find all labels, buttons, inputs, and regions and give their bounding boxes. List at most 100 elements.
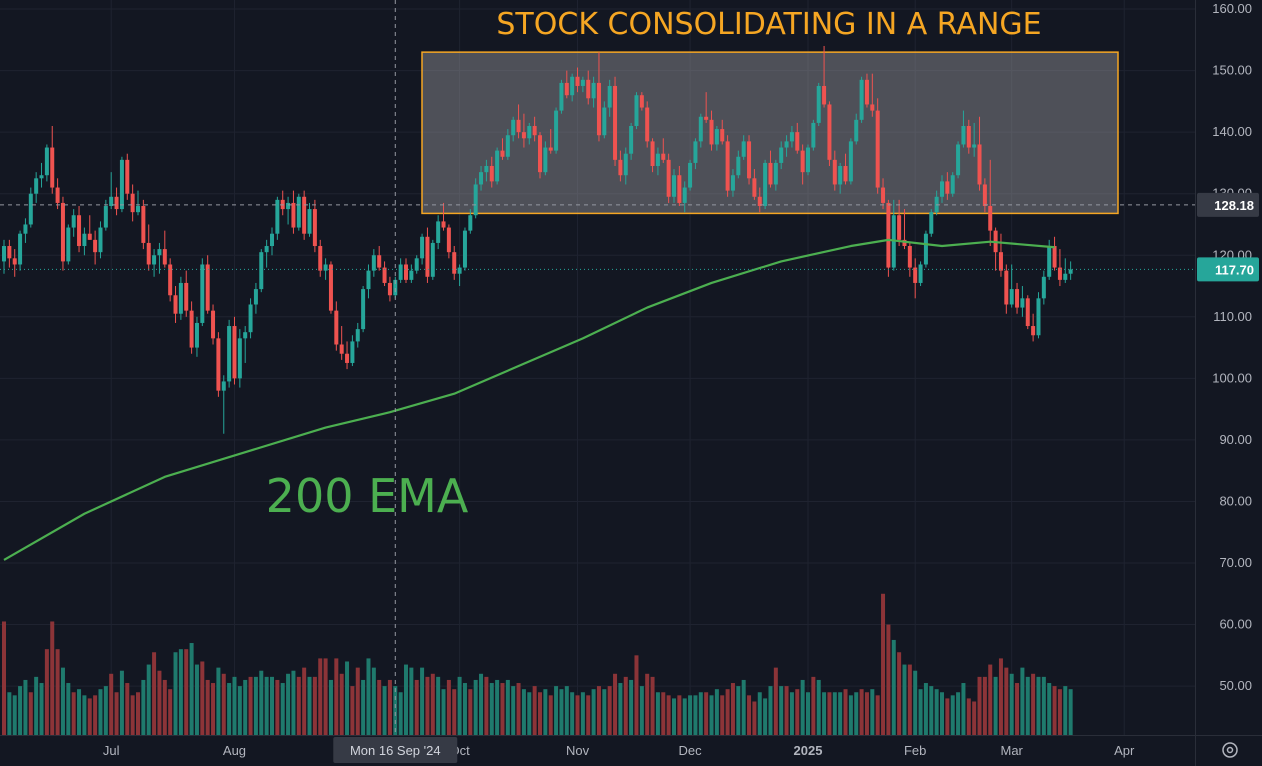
candle-body — [2, 246, 6, 262]
time-tick-label: Nov — [566, 743, 590, 758]
volume-bar — [409, 667, 414, 735]
candle-body — [902, 239, 907, 247]
volume-bar — [366, 658, 371, 735]
volume-bar — [982, 676, 987, 735]
candle-body — [859, 79, 864, 120]
volume-bar — [870, 689, 875, 735]
candle-body — [618, 159, 623, 176]
candle-body — [843, 166, 848, 182]
candle-body — [956, 144, 961, 176]
volume-bar — [162, 679, 167, 735]
candle-body — [243, 332, 248, 339]
candle-body — [286, 202, 291, 210]
volume-bar — [323, 658, 328, 735]
price-tick-label: 150.00 — [1212, 63, 1252, 78]
volume-bar — [23, 679, 28, 735]
candle-body — [870, 104, 875, 111]
volume-bar — [1025, 676, 1030, 735]
volume-bar — [650, 676, 655, 735]
price-tick-label: 70.00 — [1219, 555, 1252, 570]
candle-body — [436, 221, 441, 243]
candle-body — [1004, 270, 1009, 305]
gear-inner-icon — [1226, 746, 1234, 754]
candle-body — [114, 196, 119, 210]
candle-body — [505, 135, 510, 157]
candle-body — [430, 242, 435, 277]
range-rectangle — [421, 51, 1119, 215]
candle-body — [162, 249, 167, 265]
volume-bar — [532, 686, 537, 735]
volume-bar — [264, 676, 269, 735]
candle-body — [655, 153, 660, 167]
settings-gear-icon[interactable] — [1222, 742, 1238, 758]
candle-body — [806, 147, 810, 173]
volume-bar — [763, 698, 768, 735]
candle-body — [854, 119, 859, 142]
volume-bar — [227, 683, 232, 735]
candle-body — [907, 246, 912, 268]
volume-bar — [795, 689, 800, 735]
time-tick-label: Dec — [679, 743, 703, 758]
volume-bar — [500, 683, 505, 735]
candle-body — [998, 252, 1003, 271]
candle-body — [795, 132, 800, 151]
volume-bar — [827, 692, 832, 735]
volume-bar — [173, 652, 178, 735]
volume-bar — [848, 695, 853, 735]
crosshair-price-label: 128.18 — [1214, 198, 1254, 213]
price-tick-label: 60.00 — [1219, 617, 1252, 632]
candle-body — [302, 196, 307, 234]
volume-bar — [1036, 676, 1041, 735]
volume-bar — [521, 689, 526, 735]
candle-body — [763, 162, 768, 207]
volume-bar — [270, 676, 274, 735]
candle-body — [178, 282, 183, 314]
candle-body — [495, 150, 500, 182]
volume-bar — [178, 649, 183, 735]
volume-bar — [891, 639, 896, 735]
candle-body — [688, 162, 693, 188]
volume-bar — [382, 686, 387, 735]
volume-bar — [1047, 683, 1052, 735]
volume-bar — [387, 679, 392, 735]
volume-bar — [548, 695, 553, 735]
volume-bar — [666, 695, 671, 735]
volume-bar — [634, 655, 639, 735]
volume-bar — [1020, 667, 1025, 735]
volume-bar — [103, 686, 108, 735]
candle-body — [130, 193, 135, 213]
candle-body — [811, 122, 816, 148]
candle-body — [211, 310, 216, 339]
candle-body — [221, 381, 226, 391]
volume-bar — [940, 692, 944, 735]
candle-body — [479, 172, 484, 185]
volume-bar — [1052, 686, 1057, 735]
candle-body — [414, 258, 419, 271]
candle-body — [650, 141, 655, 167]
volume-bar — [307, 676, 312, 735]
volume-bar — [730, 683, 735, 735]
volume-bar — [966, 698, 971, 735]
candle-body — [982, 184, 987, 207]
volume-bar — [18, 686, 23, 735]
volume-bar — [55, 649, 60, 735]
volume-bar — [339, 673, 344, 735]
range-box[interactable] — [421, 51, 1119, 215]
candle-body — [50, 147, 55, 188]
candle-body — [232, 326, 237, 379]
volume-bar — [50, 621, 55, 735]
candle-body — [227, 326, 232, 382]
volume-bar — [109, 673, 114, 735]
candle-body — [554, 110, 559, 151]
volume-bar — [747, 695, 752, 735]
volume-bar — [66, 683, 71, 735]
volume-bar — [194, 664, 199, 735]
price-axis[interactable]: 160.00150.00140.00130.00120.00110.00100.… — [1195, 0, 1262, 735]
volume-bar — [806, 692, 810, 735]
candle-body — [270, 233, 274, 247]
candle-body — [881, 187, 886, 203]
candle-body — [972, 144, 977, 148]
candle-body — [929, 212, 934, 234]
